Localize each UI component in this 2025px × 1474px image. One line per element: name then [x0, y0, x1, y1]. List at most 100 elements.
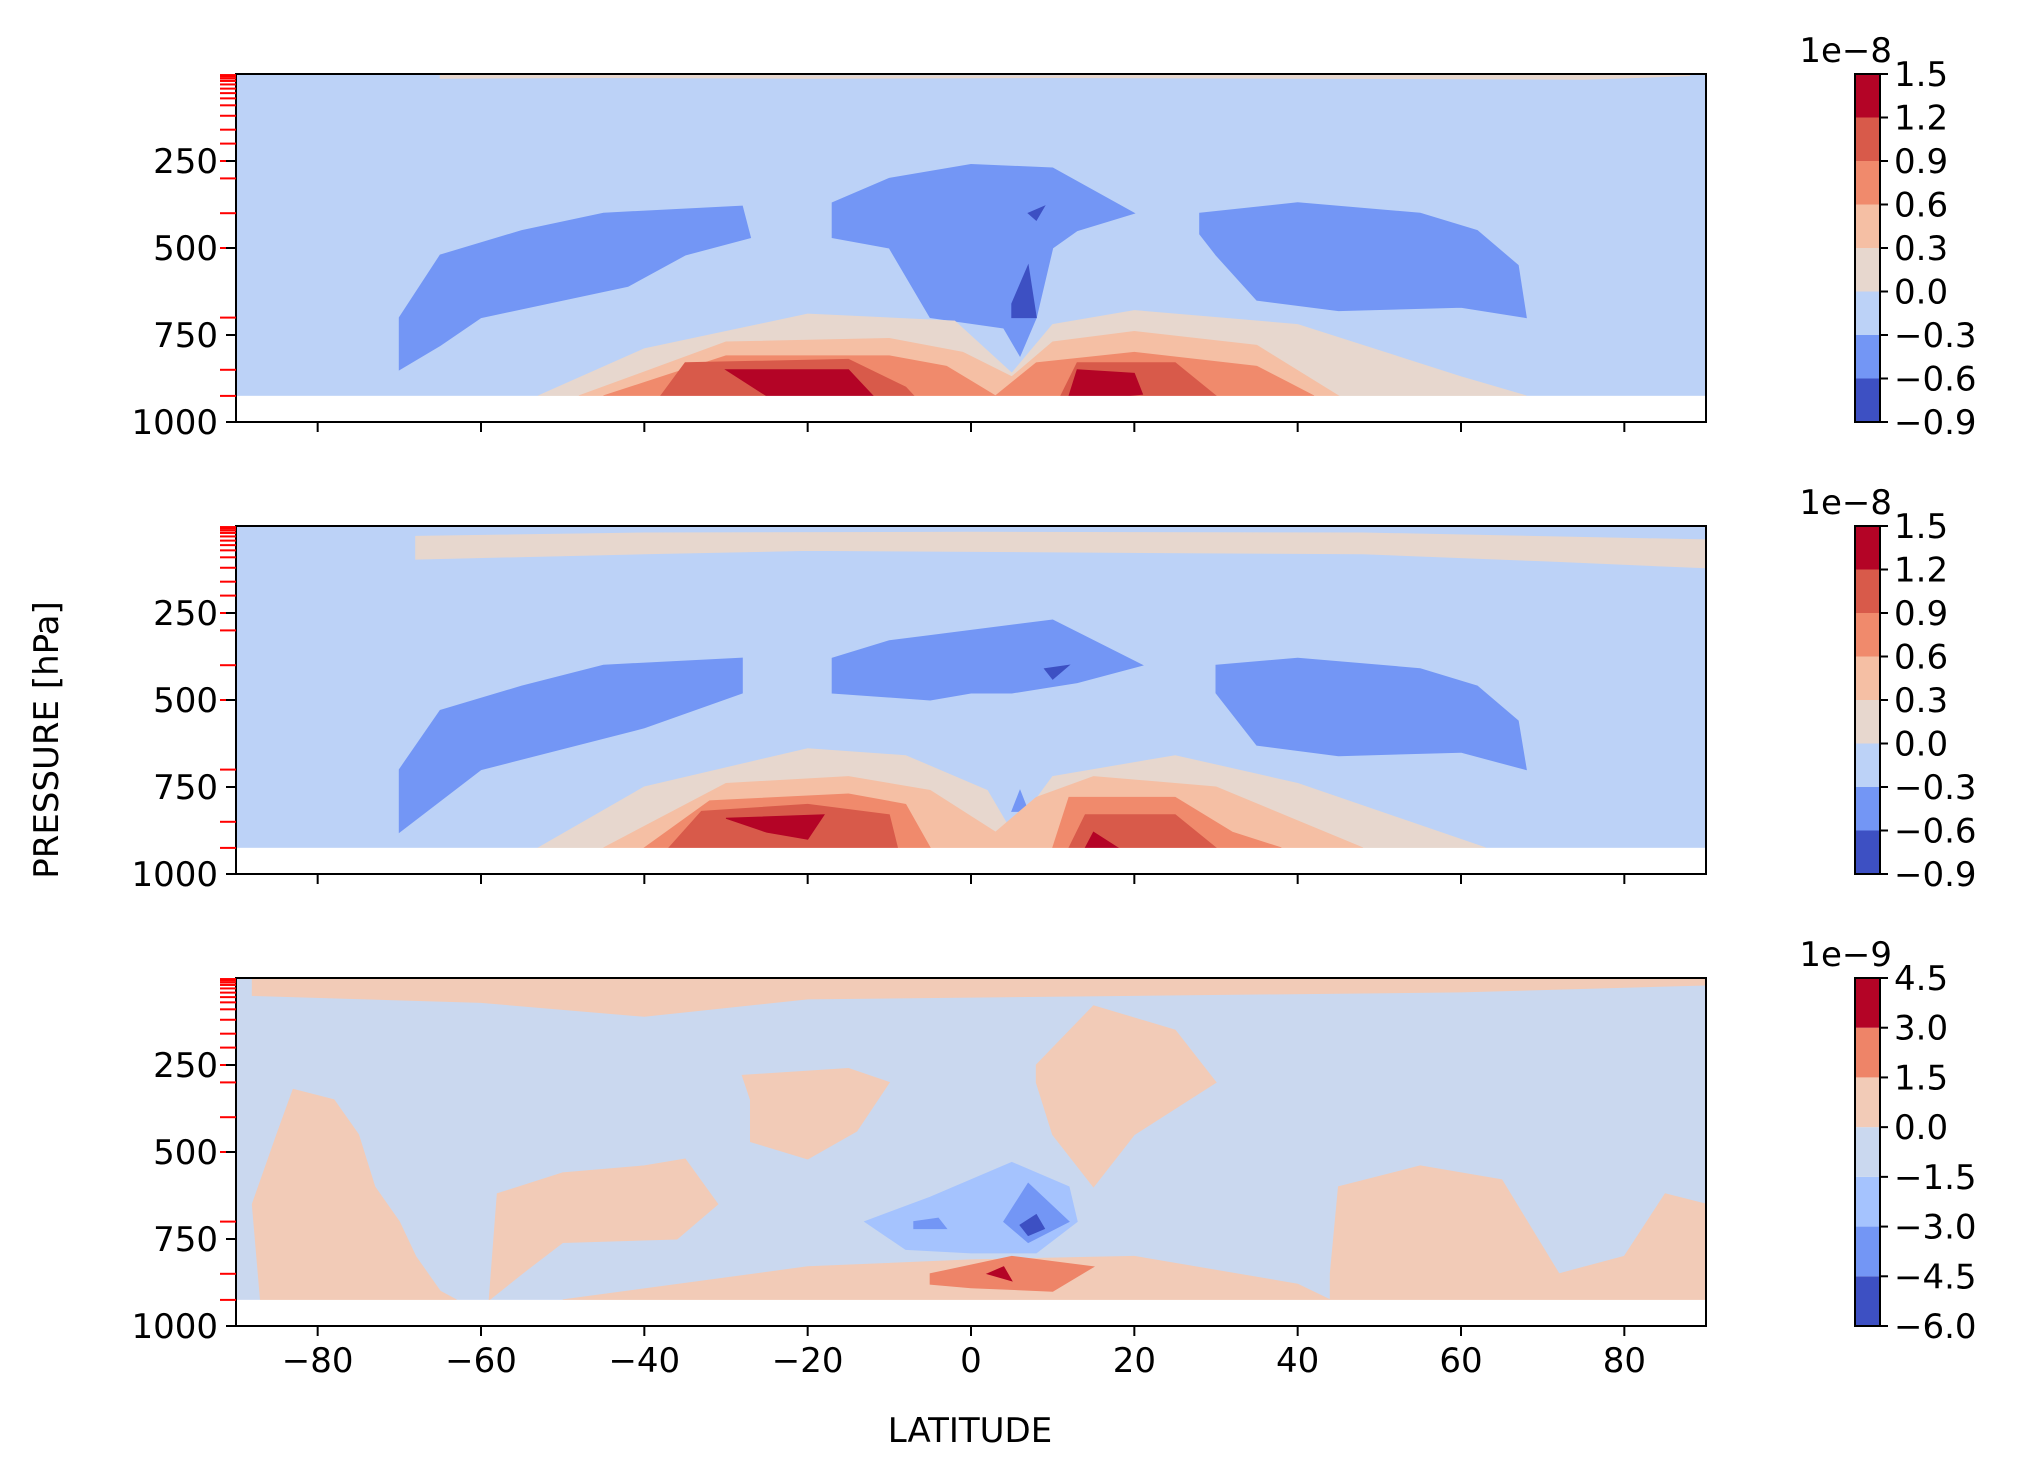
colorbar-tick-label: 0.9	[1894, 594, 1948, 634]
colorbar-band	[1855, 569, 1880, 613]
y-tick-label: 1000	[131, 1307, 218, 1347]
colorbar-tick-label: −0.6	[1894, 360, 1977, 400]
contour-region	[488, 1158, 719, 1302]
colorbar-tick-label: −1.5	[1894, 1158, 1977, 1198]
y-tick-label: 750	[153, 316, 218, 356]
colorbar-tick-label: 1.2	[1894, 99, 1948, 139]
colorbar-frame	[1854, 977, 1881, 1327]
contour-region	[985, 1266, 1013, 1282]
colorbar-band	[1855, 1127, 1880, 1177]
panel-bottom: 250 500 750 1000	[131, 977, 1707, 1347]
contour-field	[236, 74, 1706, 422]
x-axis-ticks: −80 −60 −40 −20 0 20 40 60 80	[282, 1341, 1646, 1381]
contour-region	[725, 814, 825, 840]
colorbar-tick-label: 0.9	[1894, 142, 1948, 182]
colorbar-tick-label: −6.0	[1894, 1307, 1977, 1347]
contour-field	[236, 526, 1706, 874]
colorbar-band	[1855, 1176, 1880, 1227]
colorbar-tick-label: −3.0	[1894, 1208, 1977, 1248]
panel-top: 250 500 750 1000	[131, 73, 1707, 443]
colorbar-band	[1855, 291, 1880, 335]
colorbar-band	[1855, 248, 1880, 292]
colorbar-tick-label: 0.3	[1894, 681, 1948, 721]
colorbar-tick-label: 0.0	[1894, 273, 1948, 313]
y-tick-label: 750	[153, 768, 218, 808]
no-data-band	[236, 1299, 1706, 1326]
colorbar-band	[1855, 378, 1880, 422]
colorbar-tick-label: −0.3	[1894, 316, 1977, 356]
colorbar-band	[1855, 526, 1880, 570]
colorbar-tick-label: 1.5	[1894, 55, 1948, 95]
colorbar-band	[1855, 161, 1880, 205]
colorbar-band	[1855, 335, 1880, 379]
contour-region	[398, 657, 743, 834]
x-tick-label: −20	[772, 1341, 844, 1381]
contour-region	[251, 978, 1706, 1017]
contour-region	[1035, 1005, 1217, 1188]
contour-region	[741, 1067, 891, 1160]
x-tick-label: −60	[445, 1341, 517, 1381]
colorbar-band	[1855, 830, 1880, 874]
no-data-band	[236, 395, 1706, 422]
contour-region	[1003, 1182, 1070, 1244]
colorbar-band	[1855, 613, 1880, 657]
colorbar-tick-label: −0.9	[1894, 855, 1977, 895]
contour-region	[831, 163, 1136, 358]
colorbar-multiplier: 1e−9	[1799, 935, 1892, 975]
colorbar-band	[1855, 1226, 1880, 1277]
panel-middle: 250 500 750 1000	[131, 525, 1707, 895]
colorbar-tick-label: 0.0	[1894, 1108, 1948, 1148]
contour-region	[831, 619, 1144, 701]
colorbar-multiplier: 1e−8	[1799, 483, 1892, 523]
contour-region	[929, 1255, 1095, 1292]
colorbar-band	[1855, 1077, 1880, 1128]
colorbar-tick-label: −4.5	[1894, 1257, 1977, 1297]
y-axis-label: PRESSURE [hPa]	[27, 601, 67, 878]
colorbar-bottom: −6.0 −4.5 −3.0 −1.5 0.0 1.5 3.0 4.51e−9	[1799, 935, 1976, 1347]
contour-region	[415, 531, 1706, 569]
colorbar-tick-label: 0.0	[1894, 725, 1948, 765]
y-tick-label: 250	[153, 142, 218, 182]
colorbar-band	[1855, 978, 1880, 1028]
contour-region	[439, 74, 1691, 80]
colorbar-tick-label: 4.5	[1894, 959, 1948, 999]
colorbar-middle: −0.9−0.6−0.30.00.30.60.91.21.51e−8	[1799, 483, 1976, 895]
contour-region	[251, 1088, 457, 1301]
x-tick-label: 60	[1439, 1341, 1482, 1381]
colorbar-band	[1855, 656, 1880, 700]
x-tick-label: 40	[1276, 1341, 1319, 1381]
contour-field	[236, 978, 1706, 1326]
contour-region	[1011, 263, 1037, 319]
y-tick-label: 1000	[131, 403, 218, 443]
y-tick-label: 1000	[131, 855, 218, 895]
colorbar-band	[1855, 1027, 1880, 1078]
contour-region	[1068, 369, 1144, 397]
colorbar-tick-label: 1.5	[1894, 507, 1948, 547]
contour-region	[1043, 664, 1071, 680]
colorbar-tick-label: 0.6	[1894, 186, 1948, 226]
x-axis-label: LATITUDE	[888, 1411, 1052, 1451]
colorbar-tick-label: 1.2	[1894, 551, 1948, 591]
y-tick-label: 250	[153, 1046, 218, 1086]
colorbar-band	[1855, 743, 1880, 787]
x-tick-label: 80	[1603, 1341, 1646, 1381]
colorbar-tick-label: −0.3	[1894, 768, 1977, 808]
contour-region	[1027, 205, 1046, 221]
contour-region	[913, 1217, 948, 1230]
y-tick-label: 500	[153, 681, 218, 721]
colorbar-tick-label: 1.5	[1894, 1058, 1948, 1098]
contour-region	[1199, 202, 1527, 319]
contour-region	[398, 205, 752, 371]
colorbar-band	[1855, 787, 1880, 831]
colorbar-multiplier: 1e−8	[1799, 31, 1892, 71]
x-tick-label: 0	[960, 1341, 982, 1381]
colorbar-top: −0.9−0.6−0.30.00.30.60.91.21.51e−8	[1799, 31, 1976, 443]
colorbar-tick-label: 0.6	[1894, 638, 1948, 678]
contour-region	[1215, 657, 1527, 771]
contour-region	[1019, 1213, 1046, 1237]
y-tick-label: 250	[153, 594, 218, 634]
colorbar-tick-label: −0.6	[1894, 812, 1977, 852]
y-tick-label: 500	[153, 229, 218, 269]
colorbar-band	[1855, 204, 1880, 248]
